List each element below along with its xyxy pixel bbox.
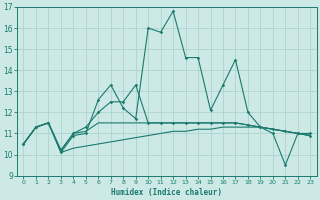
X-axis label: Humidex (Indice chaleur): Humidex (Indice chaleur) [111,188,222,197]
